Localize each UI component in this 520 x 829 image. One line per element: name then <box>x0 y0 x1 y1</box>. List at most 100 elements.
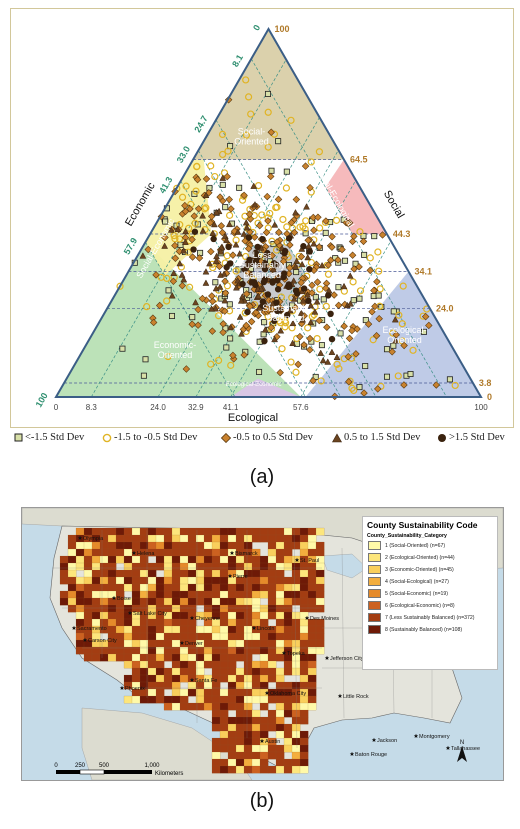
county-cell <box>91 562 101 571</box>
scatter-point <box>308 281 316 290</box>
scatter-point <box>312 373 319 380</box>
scatter-point <box>188 320 196 328</box>
county-cell <box>291 569 301 578</box>
county-cell <box>251 555 261 564</box>
scatter-point <box>290 228 299 237</box>
scatter-point <box>171 254 180 262</box>
county-cell <box>179 611 189 620</box>
scatter-point <box>269 265 277 273</box>
county-cell <box>107 611 117 620</box>
scatter-point <box>300 341 308 349</box>
county-cell <box>307 576 317 585</box>
legend-triangle-marker <box>332 432 342 442</box>
scatter-point <box>197 249 204 256</box>
scatter-point <box>208 305 215 312</box>
county-cell <box>243 723 253 732</box>
county-cell <box>299 541 309 550</box>
scatter-point <box>293 269 300 276</box>
scatter-point <box>264 217 272 225</box>
scatter-point <box>378 231 387 239</box>
county-cell <box>107 653 117 662</box>
county-cell <box>259 695 269 704</box>
county-cell <box>203 604 213 613</box>
scatter-point <box>340 282 348 290</box>
map-legend-item: 8 (Sustainably Balanced) (n=108) <box>363 625 497 637</box>
county-cell <box>203 632 213 641</box>
county-cell <box>243 730 253 739</box>
scatter-point <box>335 284 342 291</box>
county-cell <box>195 660 205 669</box>
county-cell <box>219 758 229 767</box>
county-cell <box>219 744 229 753</box>
county-cell <box>171 548 181 557</box>
county-cell <box>67 541 77 550</box>
scatter-point <box>304 324 312 332</box>
county-cell <box>243 541 253 550</box>
county-cell <box>83 597 93 606</box>
scatter-point <box>306 266 313 273</box>
panel-label-a: (a) <box>249 466 275 488</box>
ternary-legend: <-1.5 Std Dev -1.5 to -0.5 Std Dev -0.5 … <box>14 432 514 448</box>
county-cell <box>67 590 77 599</box>
scatter-point <box>270 317 278 325</box>
scatter-point <box>370 286 378 295</box>
county-cell <box>195 562 205 571</box>
county-cell <box>291 562 301 571</box>
scatter-point <box>216 283 224 290</box>
county-cell <box>163 583 173 592</box>
scatter-point <box>164 352 172 361</box>
county-cell <box>155 632 165 641</box>
scatter-point <box>391 316 399 323</box>
county-cell <box>291 702 301 711</box>
scatter-point <box>291 303 300 312</box>
scatter-point <box>246 215 255 223</box>
scatter-point <box>253 254 261 261</box>
scatter-point <box>309 376 317 385</box>
city-label: Denver <box>185 641 203 647</box>
map-legend-item: 7 (Less Sustainably Balanced) (n=372) <box>363 613 497 625</box>
scatter-point <box>356 295 363 302</box>
city-marker: Austin <box>259 738 280 745</box>
county-cell <box>219 723 229 732</box>
county-cell <box>275 681 285 690</box>
county-cell <box>179 590 189 599</box>
county-cell <box>211 688 221 697</box>
axis-label-ecological: Ecological <box>228 412 278 424</box>
county-cell <box>299 758 309 767</box>
scatter-point <box>210 220 218 228</box>
county-cell <box>179 597 189 606</box>
county-cell <box>131 695 141 704</box>
county-cell <box>267 555 277 564</box>
scatter-point <box>306 248 313 255</box>
county-cell <box>259 758 269 767</box>
scatter-point <box>316 285 324 293</box>
scatter-point <box>190 212 198 220</box>
county-cell <box>123 660 133 669</box>
scatter-point <box>217 222 226 230</box>
county-cell <box>227 583 237 592</box>
county-cell <box>291 611 301 620</box>
scatter-point <box>244 308 251 316</box>
scatter-point <box>227 205 235 213</box>
scatter-point <box>322 217 330 225</box>
county-cell <box>291 751 301 760</box>
scatter-point <box>376 285 384 293</box>
scatter-point <box>244 260 252 267</box>
county-cell <box>315 597 325 606</box>
scatter-point <box>191 228 199 235</box>
county-cell <box>211 660 221 669</box>
county-cell <box>243 632 253 641</box>
county-cell <box>267 744 277 753</box>
county-cell <box>211 751 221 760</box>
map-legend-item: 2 (Ecological-Oriented) (n=44) <box>363 553 497 565</box>
county-cell <box>171 681 181 690</box>
county-cell <box>179 541 189 550</box>
county-cell <box>283 625 293 634</box>
scatter-point <box>322 302 330 310</box>
scatter-point <box>384 373 391 380</box>
county-cell <box>275 618 285 627</box>
scatter-point <box>186 205 194 213</box>
county-cell <box>299 632 309 641</box>
county-cell <box>259 723 269 732</box>
county-cell <box>91 597 101 606</box>
